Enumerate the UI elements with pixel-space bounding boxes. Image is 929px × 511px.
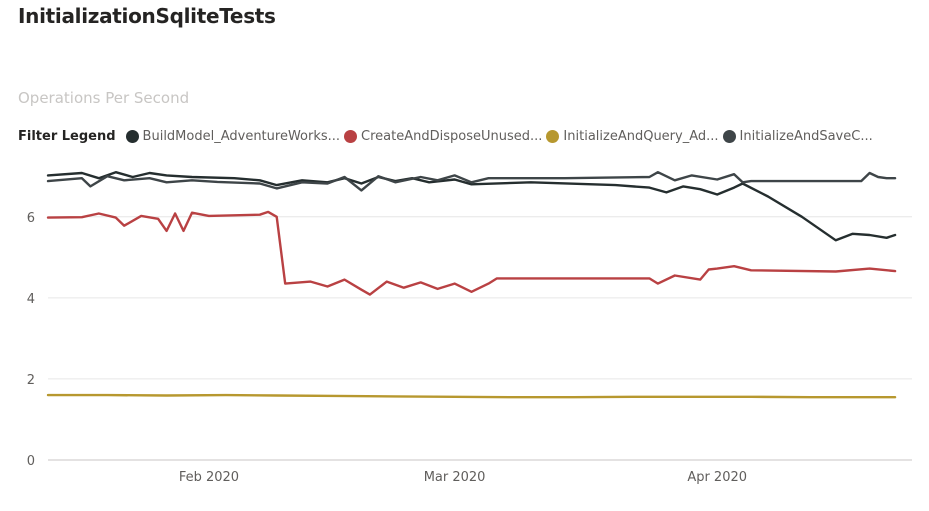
legend: Filter Legend BuildModel_AdventureWorks.… [18, 127, 877, 145]
legend-dot-icon [722, 129, 736, 143]
series-line-1[interactable] [46, 210, 897, 296]
series-line-3[interactable] [46, 170, 897, 192]
legend-item-createanddispose[interactable]: CreateAndDisposeUnused... [344, 129, 542, 144]
gridlines [48, 216, 912, 461]
y-axis: 0 2 4 6 [27, 211, 35, 469]
x-tick-label: Feb 2020 [179, 470, 239, 485]
chart-subtitle: Operations Per Second [18, 89, 190, 107]
y-tick-label: 6 [27, 211, 35, 226]
series-line-0[interactable] [46, 170, 897, 242]
x-tick-label: Mar 2020 [424, 470, 486, 485]
x-tick-label: Apr 2020 [687, 470, 747, 485]
legend-label: InitializeAndSaveC... [739, 128, 873, 144]
legend-item-initializeandsave[interactable]: InitializeAndSaveC... [722, 128, 873, 144]
y-tick-label: 4 [27, 292, 35, 307]
y-tick-label: 0 [27, 454, 35, 469]
legend-item-buildmodel[interactable]: BuildModel_AdventureWorks... [125, 128, 341, 144]
x-axis: Feb 2020 Mar 2020 Apr 2020 [179, 470, 747, 485]
legend-label: BuildModel_AdventureWorks... [142, 128, 341, 144]
y-tick-label: 2 [27, 373, 35, 388]
legend-dot-icon [344, 129, 358, 143]
series-line-2[interactable] [46, 393, 897, 399]
legend-dot-icon [546, 129, 560, 143]
legend-item-initializeandquery[interactable]: InitializeAndQuery_Ad... [546, 128, 719, 144]
series-lines [46, 170, 897, 399]
page-title: InitializationSqliteTests [18, 4, 276, 28]
legend-title: Filter Legend [18, 128, 116, 144]
legend-dot-icon [125, 129, 139, 143]
legend-label: CreateAndDisposeUnused... [361, 128, 543, 144]
legend-label: InitializeAndQuery_Ad... [563, 128, 719, 144]
